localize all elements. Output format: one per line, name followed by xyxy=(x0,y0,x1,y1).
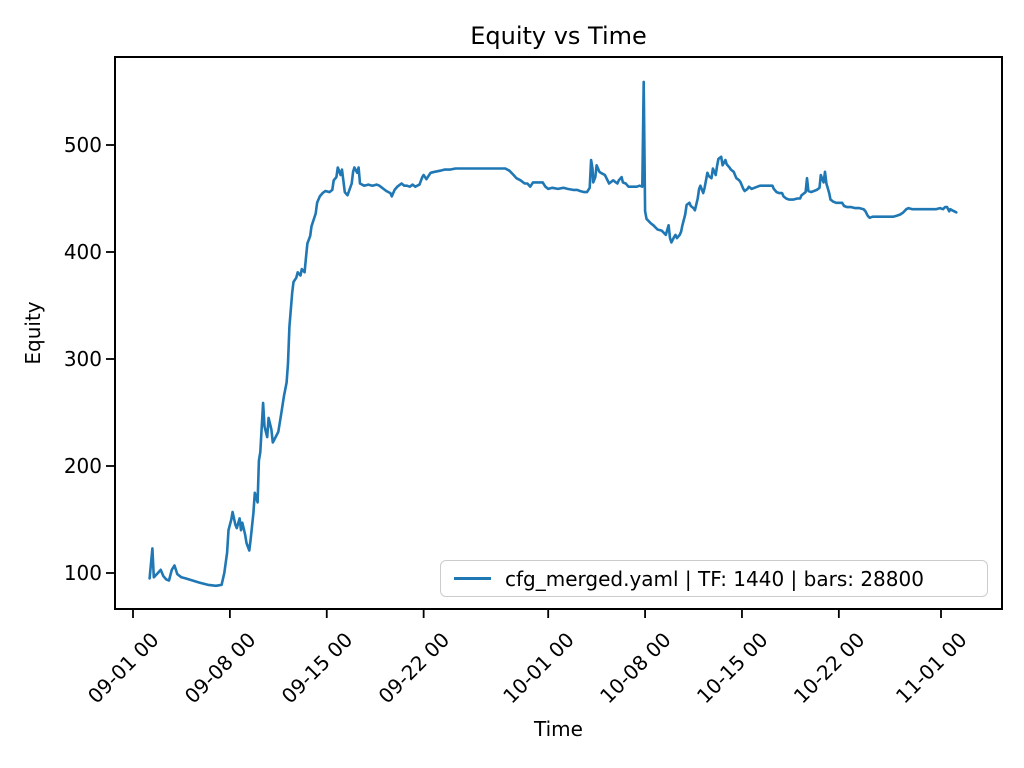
y-tick-label: 100 xyxy=(64,561,102,585)
x-tick-label: 10-22 00 xyxy=(789,628,870,709)
y-tick-label: 500 xyxy=(64,133,102,157)
x-tick-label: 10-08 00 xyxy=(595,628,676,709)
legend-label: cfg_merged.yaml | TF: 1440 | bars: 28800 xyxy=(505,566,924,591)
x-tick-label: 09-22 00 xyxy=(374,628,455,709)
x-tick-label: 09-15 00 xyxy=(277,628,358,709)
legend-box: cfg_merged.yaml | TF: 1440 | bars: 28800 xyxy=(440,560,988,597)
x-tick-label: 10-15 00 xyxy=(692,628,773,709)
y-tick-label: 300 xyxy=(64,347,102,371)
y-tick-label: 400 xyxy=(64,240,102,264)
x-axis-label: Time xyxy=(534,717,583,741)
chart-title: Equity vs Time xyxy=(470,22,647,50)
y-axis-label: Equity xyxy=(21,301,45,365)
x-tick-label: 09-01 00 xyxy=(83,628,164,709)
x-tick-label: 10-01 00 xyxy=(498,628,579,709)
legend-line-sample xyxy=(454,577,491,580)
x-tick-label: 09-08 00 xyxy=(180,628,261,709)
plot-area xyxy=(114,56,1003,610)
x-tick-label: 11-01 00 xyxy=(891,628,972,709)
y-tick-label: 200 xyxy=(64,454,102,478)
equity-line xyxy=(148,80,958,588)
